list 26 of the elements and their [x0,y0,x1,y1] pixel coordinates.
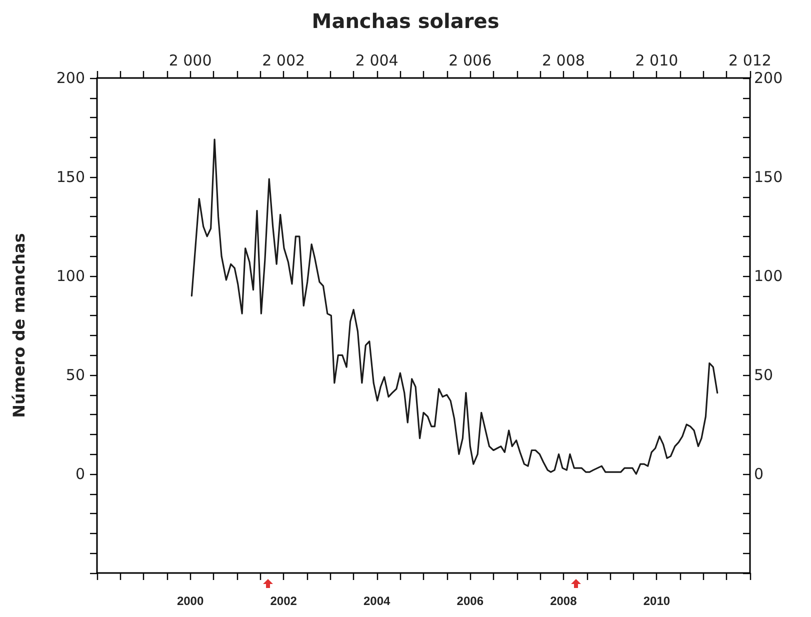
x2-tick-label: 2 004 [355,52,398,70]
x-tick-label: 2000 [176,594,204,608]
y2-tick-label: 50 [754,366,774,384]
y-tick-label: 200 [56,69,85,87]
x2-tick-label: 2 000 [168,52,212,70]
y-tick-label: 100 [56,267,85,285]
y2-tick-label: 100 [754,267,783,285]
x2-tick-label: 2 010 [635,52,678,70]
x-tick-label: 2004 [364,594,391,608]
x-tick-label: 2008 [550,594,578,608]
line-series [190,138,718,475]
y-tick-label: 50 [66,366,85,384]
y-axis-title: Número de manchas [10,233,28,418]
x2-tick-label: 2 002 [262,52,306,70]
y2-tick-label: 200 [754,69,783,87]
x-tick-label: 2006 [456,594,484,608]
y2-tick-label: 0 [754,465,764,483]
chart-title: Manchas solares [312,9,500,33]
x2-tick-label: 2 008 [542,52,585,70]
y-tick-label: 150 [56,168,85,186]
y2-tick-label: 150 [754,168,783,186]
x-tick-label: 2002 [270,594,298,608]
x-tick-label: 2010 [643,594,670,608]
x2-tick-label: 2 012 [728,52,772,70]
x2-tick-label: 2 006 [448,52,492,70]
y-tick-label: 0 [75,465,85,483]
